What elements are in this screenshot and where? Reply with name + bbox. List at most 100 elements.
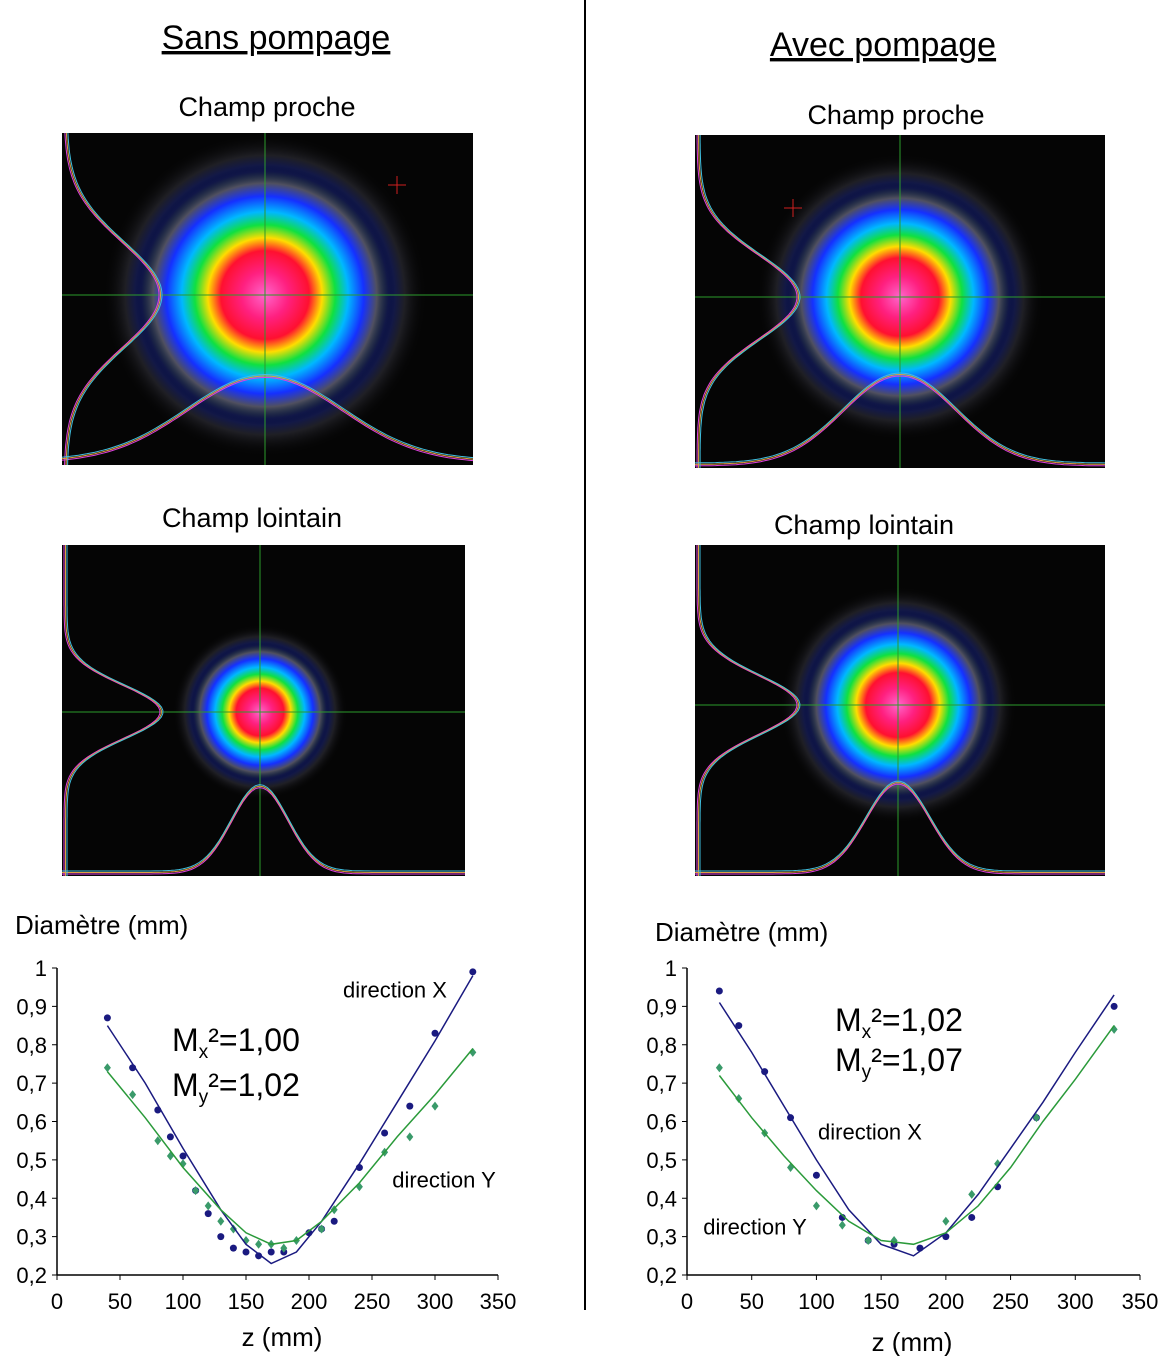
x-tick-label: 200 [291,1289,328,1314]
fit-curve [718,1025,1115,1246]
data-point [406,1132,414,1142]
data-point [103,1014,111,1022]
data-point [242,1248,250,1256]
x-tick-label: 0 [51,1289,63,1314]
annotation-text: M [172,1067,199,1103]
y-tick-label: 0,5 [646,1148,677,1173]
y-tick-label: 0,7 [646,1071,677,1096]
fit-curve [106,1048,474,1246]
data-point [812,1171,820,1179]
annotation: direction X [818,1120,922,1145]
profile-curve [699,135,801,468]
near-field-label: Champ proche [178,92,355,122]
data-point [229,1244,237,1252]
x-axis-label: z (mm) [872,1327,953,1356]
profile-curve [699,545,801,876]
data-point [735,1093,743,1103]
x-tick-label: 100 [165,1289,202,1314]
y-tick-label: 0,8 [646,1033,677,1058]
y-tick-label: 0,3 [16,1225,47,1250]
x-tick-label: 0 [681,1289,693,1314]
profile-curve [64,132,160,466]
data-point [994,1159,1002,1169]
data-point [715,1063,723,1073]
data-point [129,1090,137,1100]
data-point [154,1136,162,1146]
y-axis-label: Diamètre (mm) [15,910,188,940]
data-point [204,1201,212,1211]
data-point [968,1189,976,1199]
y-tick-label: 0,9 [646,994,677,1019]
x-tick-label: 300 [417,1289,454,1314]
y-tick-label: 0,5 [16,1148,47,1173]
data-point [406,1102,414,1110]
data-point [103,1063,111,1073]
near-field-label: Champ proche [807,100,984,130]
profile-curve [695,783,1105,875]
profile-curve [61,374,474,459]
data-point [229,1224,237,1234]
annotation: direction Y [392,1168,496,1193]
profile-curve [694,375,1106,467]
data-point [431,1101,439,1111]
annotation-text: ²=1,07 [871,1042,963,1078]
column-heading: Sans pompage [162,19,391,57]
annotation-subscript: x [862,1022,872,1043]
annotation-text: direction Y [392,1168,496,1193]
annotation-text: direction X [818,1120,922,1145]
x-tick-label: 100 [798,1289,835,1314]
annotation-subscript: x [199,1042,209,1063]
data-point [255,1239,263,1249]
x-tick-label: 50 [739,1289,763,1314]
profile-curve [62,785,465,873]
far-field-label: Champ lointain [774,510,954,540]
profile-curve [65,132,162,466]
annotation-subscript: y [199,1087,209,1108]
data-point [280,1243,288,1253]
annotation-text: ²=1,00 [208,1022,300,1058]
annotation: direction X [343,978,447,1003]
y-tick-label: 0,7 [16,1071,47,1096]
y-tick-label: 0,9 [16,994,47,1019]
y-tick-label: 0,6 [646,1110,677,1135]
profile-curve [696,545,798,876]
data-point [318,1224,326,1234]
profile-curve [62,787,465,875]
data-point [192,1186,200,1196]
profile-curve [61,375,474,460]
data-point [864,1235,872,1245]
profile-curve [695,780,1105,872]
profile-curve [65,545,162,876]
data-point [812,1201,820,1211]
data-point [942,1216,950,1226]
x-tick-label: 350 [1122,1289,1159,1314]
x-tick-label: 250 [992,1289,1029,1314]
fit-curve [106,975,474,1265]
profile-curve [62,784,465,872]
annotation-text: M [835,1042,862,1078]
data-point [204,1210,212,1218]
data-point [469,968,477,976]
data-point [968,1213,976,1221]
annotation-subscript: y [862,1062,872,1083]
profile-curve [63,545,161,876]
data-point [267,1248,275,1256]
column-heading: Avec pompage [770,26,996,64]
profile-curve [695,782,1105,873]
data-point [838,1213,846,1221]
y-tick-label: 0,3 [646,1225,677,1250]
annotation: Mx²=1,00 [172,1022,300,1063]
y-tick-label: 0,8 [16,1033,47,1058]
data-point [217,1216,225,1226]
y-tick-label: 1 [35,956,47,981]
y-tick-label: 0,4 [646,1186,677,1211]
annotation-text: ²=1,02 [208,1067,300,1103]
fit-curve [718,994,1115,1257]
data-point [179,1152,187,1160]
data-point [1032,1113,1040,1123]
profile-curve [67,132,163,466]
annotation: Mx²=1,02 [835,1002,963,1043]
y-axis-label: Diamètre (mm) [655,917,828,947]
x-tick-label: 50 [108,1289,132,1314]
